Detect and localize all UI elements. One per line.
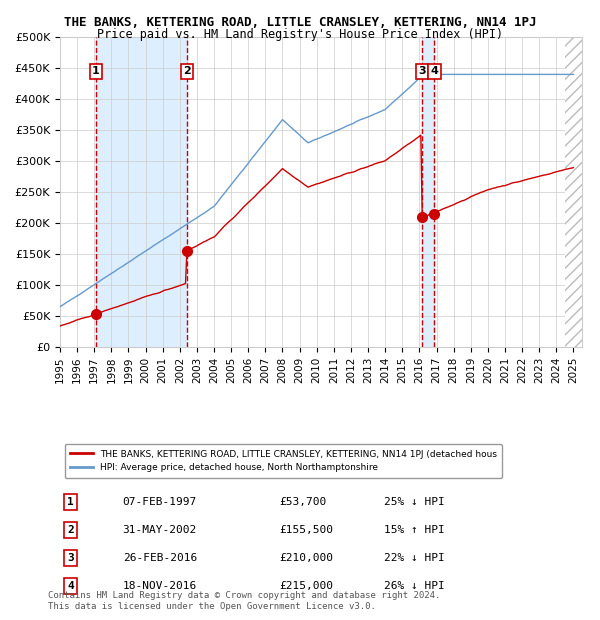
Text: 26-FEB-2016: 26-FEB-2016	[122, 553, 197, 563]
Text: 15% ↑ HPI: 15% ↑ HPI	[383, 525, 445, 535]
Text: 25% ↓ HPI: 25% ↓ HPI	[383, 497, 445, 507]
Text: 26% ↓ HPI: 26% ↓ HPI	[383, 581, 445, 591]
Text: 1: 1	[67, 497, 74, 507]
Text: THE BANKS, KETTERING ROAD, LITTLE CRANSLEY, KETTERING, NN14 1PJ: THE BANKS, KETTERING ROAD, LITTLE CRANSL…	[64, 16, 536, 29]
Text: £155,500: £155,500	[279, 525, 333, 535]
Bar	[565, 37, 582, 347]
Text: 31-MAY-2002: 31-MAY-2002	[122, 525, 197, 535]
Text: 3: 3	[418, 66, 426, 76]
Text: Price paid vs. HM Land Registry's House Price Index (HPI): Price paid vs. HM Land Registry's House …	[97, 28, 503, 41]
Text: 1: 1	[92, 66, 100, 76]
Bar	[422, 37, 434, 347]
Text: £210,000: £210,000	[279, 553, 333, 563]
Text: 22% ↓ HPI: 22% ↓ HPI	[383, 553, 445, 563]
Legend: THE BANKS, KETTERING ROAD, LITTLE CRANSLEY, KETTERING, NN14 1PJ (detached hous, : THE BANKS, KETTERING ROAD, LITTLE CRANSL…	[65, 444, 502, 477]
Text: 2: 2	[183, 66, 191, 76]
Text: 4: 4	[431, 66, 439, 76]
Text: 07-FEB-1997: 07-FEB-1997	[122, 497, 197, 507]
Text: Contains HM Land Registry data © Crown copyright and database right 2024.
This d: Contains HM Land Registry data © Crown c…	[48, 591, 440, 611]
Bar	[565, 37, 582, 347]
Bar	[96, 37, 187, 347]
Text: 2: 2	[67, 525, 74, 535]
Text: £215,000: £215,000	[279, 581, 333, 591]
Text: 18-NOV-2016: 18-NOV-2016	[122, 581, 197, 591]
Text: £53,700: £53,700	[279, 497, 326, 507]
Text: 3: 3	[67, 553, 74, 563]
Text: 4: 4	[67, 581, 74, 591]
